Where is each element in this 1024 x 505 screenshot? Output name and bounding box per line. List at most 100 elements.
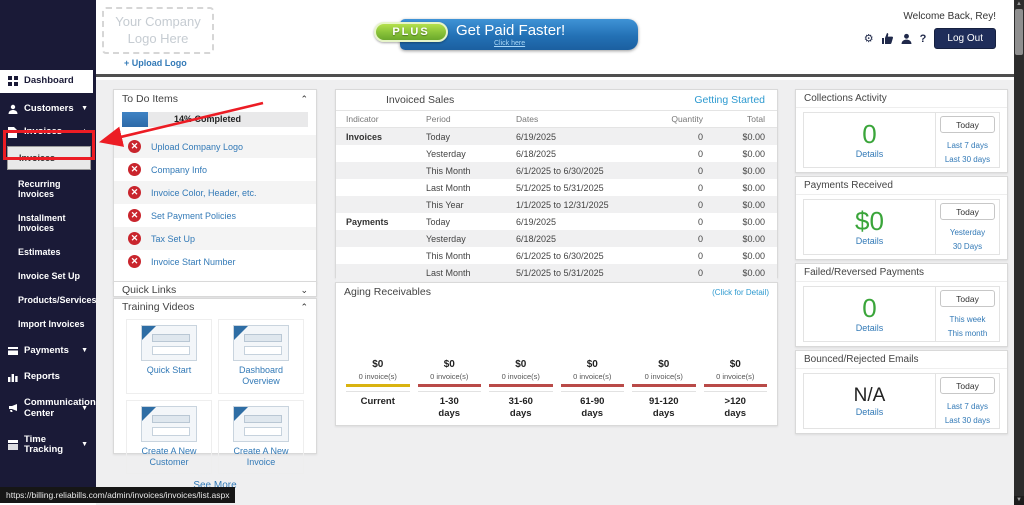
video-dashboard-overview[interactable]: Dashboard Overview xyxy=(218,319,304,394)
vertical-scrollbar[interactable]: ▲ ▼ xyxy=(1014,0,1024,505)
submenu-item-estimates[interactable]: Estimates xyxy=(18,246,61,257)
details-link[interactable]: Details xyxy=(855,323,884,333)
bucket-bar xyxy=(703,384,767,387)
chevron-down-icon: ▼ xyxy=(81,347,88,355)
todo-list: ✕ Upload Company Logo ✕ Company Info ✕ Invo… xyxy=(114,135,316,273)
kpi-value: N/A xyxy=(853,384,886,406)
get-paid-faster-banner[interactable]: Get Paid Faster! Click here PLUS xyxy=(374,17,644,55)
calendar-icon xyxy=(8,440,19,451)
submenu-item-installment-invoices[interactable]: Installment Invoices xyxy=(18,212,66,233)
sidebar-item-communication-center[interactable]: Communication Center ▼ xyxy=(0,392,96,426)
table-row: Payments Today 6/19/2025 0 $0.00 xyxy=(346,216,765,227)
filter-link[interactable]: This month xyxy=(947,329,988,338)
sidebar-item-label: Invoices xyxy=(24,125,63,137)
training-videos-title: Training Videos xyxy=(122,301,195,313)
payments-received-panel: Payments Received $0 Details Today Yeste… xyxy=(795,176,1008,260)
submenu-item-import-invoices[interactable]: Import Invoices xyxy=(18,318,85,329)
logout-button[interactable]: Log Out xyxy=(934,28,996,49)
aging-bucket-31-60[interactable]: $0 0 invoice(s) 31-60 days xyxy=(485,359,557,421)
thumbs-up-icon[interactable] xyxy=(881,33,893,44)
banner-title: Get Paid Faster! xyxy=(456,22,566,39)
scrollbar-thumb[interactable] xyxy=(1015,9,1023,55)
details-link[interactable]: Details xyxy=(855,149,884,159)
help-icon[interactable]: ? xyxy=(919,32,927,45)
filter-today-button[interactable]: Today xyxy=(940,377,995,394)
credit-card-icon xyxy=(8,347,19,356)
sidebar-item-dashboard[interactable]: Dashboard xyxy=(0,70,93,93)
video-quick-start[interactable]: Quick Start xyxy=(126,319,212,394)
filter-today-button[interactable]: Today xyxy=(940,116,995,133)
submenu-item-invoice-set-up[interactable]: Invoice Set Up xyxy=(18,270,81,281)
header-icon-row: ⚙ ? Log Out xyxy=(864,28,996,49)
video-thumbnail xyxy=(233,325,289,361)
video-create-new-customer[interactable]: Create A New Customer xyxy=(126,399,212,474)
submenu-item-invoices[interactable]: Invoices xyxy=(7,145,91,170)
scroll-up-arrow-icon[interactable]: ▲ xyxy=(1016,1,1022,7)
invoiced-sales-title: Invoiced Sales xyxy=(386,94,455,106)
filter-link[interactable]: Last 7 days xyxy=(947,402,988,411)
sidebar-item-time-tracking[interactable]: Time Tracking ▼ xyxy=(0,429,96,463)
click-for-detail-link[interactable]: (Click for Detail) xyxy=(712,287,769,297)
todo-item[interactable]: ✕ Invoice Start Number xyxy=(114,250,316,273)
todo-item[interactable]: ✕ Set Payment Policies xyxy=(114,204,316,227)
company-logo-placeholder[interactable]: Your Company Logo Here xyxy=(102,7,214,54)
filter-today-button[interactable]: Today xyxy=(940,290,995,307)
todo-item[interactable]: ✕ Upload Company Logo xyxy=(114,135,316,158)
aging-title: Aging Receivables xyxy=(344,286,431,298)
table-row: This Month 6/1/2025 to 6/30/2025 0 $0.00 xyxy=(426,250,765,261)
aging-bucket-current[interactable]: $0 0 invoice(s) Current xyxy=(342,359,414,421)
video-label: Dashboard Overview xyxy=(238,365,284,387)
aging-bucket-91-120[interactable]: $0 0 invoice(s) 91-120 days xyxy=(628,359,700,421)
expand-chevron-icon[interactable]: ⌄ xyxy=(300,284,308,295)
filter-link[interactable]: Yesterday xyxy=(949,228,986,237)
getting-started-link[interactable]: Getting Started xyxy=(694,94,765,106)
scroll-down-arrow-icon[interactable]: ▼ xyxy=(1014,496,1024,505)
aging-bucket-61-90[interactable]: $0 0 invoice(s) 61-90 days xyxy=(557,359,629,421)
todo-item[interactable]: ✕ Invoice Color, Header, etc. xyxy=(114,181,316,204)
filter-link[interactable]: 30 Days xyxy=(952,242,983,251)
details-link[interactable]: Details xyxy=(855,236,884,246)
chevron-down-icon: ▼ xyxy=(81,404,88,412)
filter-today-button[interactable]: Today xyxy=(940,203,995,220)
todo-panel: To Do Items ⌃ 14% Completed ✕ Upload Comp… xyxy=(113,89,317,283)
video-create-new-invoice[interactable]: Create A New Invoice xyxy=(218,399,304,474)
bucket-bar xyxy=(417,384,481,387)
submenu-item-products-services[interactable]: Products/Services xyxy=(18,294,97,305)
invoices-submenu: Invoices Recurring Invoices Installment … xyxy=(0,145,97,336)
col-quantity: Quantity xyxy=(671,114,703,124)
filter-link[interactable]: Last 30 days xyxy=(944,416,991,425)
collapse-chevron-icon[interactable]: ⌃ xyxy=(300,301,308,312)
todo-item-label: Invoice Start Number xyxy=(151,256,236,267)
user-icon[interactable] xyxy=(901,33,912,44)
todo-item[interactable]: ✕ Company Info xyxy=(114,158,316,181)
invoiced-sales-panel: Invoiced Sales Getting Started Indicator… xyxy=(335,89,778,295)
filter-link[interactable]: This week xyxy=(949,315,986,324)
sidebar-item-invoices[interactable]: Invoices ▲ xyxy=(0,121,96,144)
sidebar: Dashboard Customers ▼ Invoices ▲ Invoice… xyxy=(0,0,97,490)
todo-item[interactable]: ✕ Tax Set Up xyxy=(114,227,316,250)
bucket-bar xyxy=(346,384,410,387)
aging-bucket-over-120[interactable]: $0 0 invoice(s) >120 days xyxy=(700,359,772,421)
table-header: Indicator Period Dates Quantity Total xyxy=(336,110,777,128)
col-period: Period xyxy=(426,114,451,124)
sidebar-item-reports[interactable]: Reports xyxy=(0,366,96,389)
table-body: Invoices Today 6/19/2025 0 $0.00 Yesterday 6/… xyxy=(336,128,777,298)
see-more-link[interactable]: See More xyxy=(193,480,237,491)
incomplete-x-icon: ✕ xyxy=(128,186,141,199)
submenu-item-recurring-invoices[interactable]: Recurring Invoices xyxy=(18,178,61,199)
banner-click-here-link[interactable]: Click here xyxy=(494,40,526,47)
sidebar-item-payments[interactable]: Payments ▼ xyxy=(0,340,96,363)
filter-link[interactable]: Last 30 days xyxy=(944,155,991,164)
collapse-chevron-icon[interactable]: ⌃ xyxy=(300,93,308,104)
upload-logo-link[interactable]: + Upload Logo xyxy=(124,58,187,68)
details-link[interactable]: Details xyxy=(855,406,884,417)
incomplete-x-icon: ✕ xyxy=(128,209,141,222)
filter-link[interactable]: Last 7 days xyxy=(947,141,988,150)
table-row: Invoices Today 6/19/2025 0 $0.00 xyxy=(336,128,777,145)
sidebar-item-customers[interactable]: Customers ▼ xyxy=(0,98,96,121)
aging-bucket-1-30[interactable]: $0 0 invoice(s) 1-30 days xyxy=(414,359,486,421)
col-dates: Dates xyxy=(516,114,539,124)
gear-icon[interactable]: ⚙ xyxy=(863,33,874,45)
todo-title: To Do Items xyxy=(122,93,179,105)
